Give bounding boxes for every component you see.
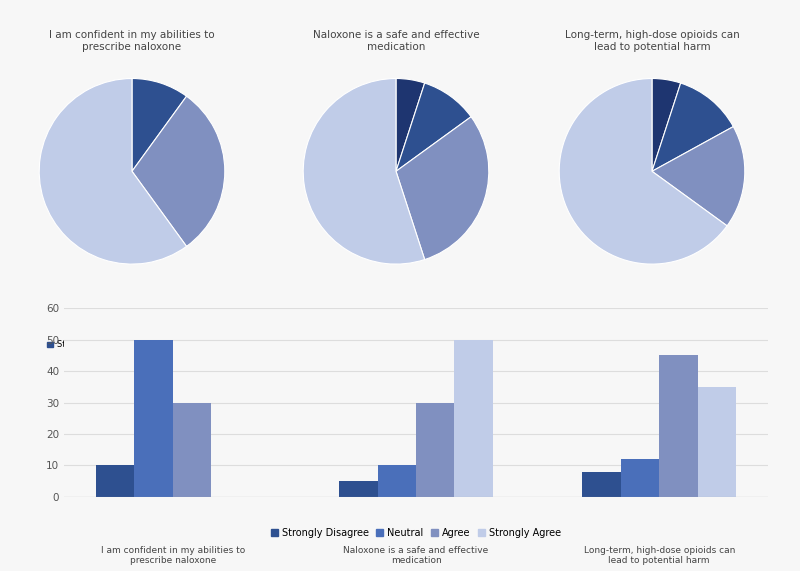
Bar [339,481,378,497]
Wedge shape [652,83,734,171]
Wedge shape [132,96,225,246]
Title: Naloxone is a safe and effective
medication: Naloxone is a safe and effective medicat… [313,30,479,52]
Bar [96,465,134,497]
Wedge shape [559,78,727,264]
Bar [134,340,173,497]
Bar [621,459,659,497]
Legend: Strongly Disagree, Disagree, Neutral, Agree: Strongly Disagree, Disagree, Neutral, Ag… [328,324,464,353]
Title: Long-term, high-dose opioids can
lead to potential harm: Long-term, high-dose opioids can lead to… [565,30,739,52]
Wedge shape [396,83,471,171]
Wedge shape [303,78,425,264]
Wedge shape [39,78,186,264]
Bar [378,465,416,497]
Bar [416,403,454,497]
Wedge shape [652,127,745,226]
Wedge shape [396,116,489,260]
Legend: Strongly Disagree, Neutral, Agree: Strongly Disagree, Neutral, Agree [44,337,220,353]
Wedge shape [652,78,681,171]
Text: I am confident in my abilities to
prescribe naloxone: I am confident in my abilities to prescr… [101,546,245,565]
Bar [698,387,736,497]
Title: I am confident in my abilities to
prescribe naloxone: I am confident in my abilities to prescr… [49,30,215,52]
Wedge shape [132,78,186,171]
Bar [582,472,621,497]
Bar [659,355,698,497]
Text: Long-term, high-dose opioids can
lead to potential harm: Long-term, high-dose opioids can lead to… [583,546,735,565]
Text: Naloxone is a safe and effective
medication: Naloxone is a safe and effective medicat… [343,546,489,565]
Bar [173,403,211,497]
Legend: Strongly Disagree, Neutral, Agree, Strongly Agree: Strongly Disagree, Neutral, Agree, Stron… [267,524,565,542]
Wedge shape [396,78,425,171]
Legend: Strongly Disagree, Disagree, Neutral, Agree: Strongly Disagree, Disagree, Neutral, Ag… [584,324,720,353]
Bar [454,340,493,497]
